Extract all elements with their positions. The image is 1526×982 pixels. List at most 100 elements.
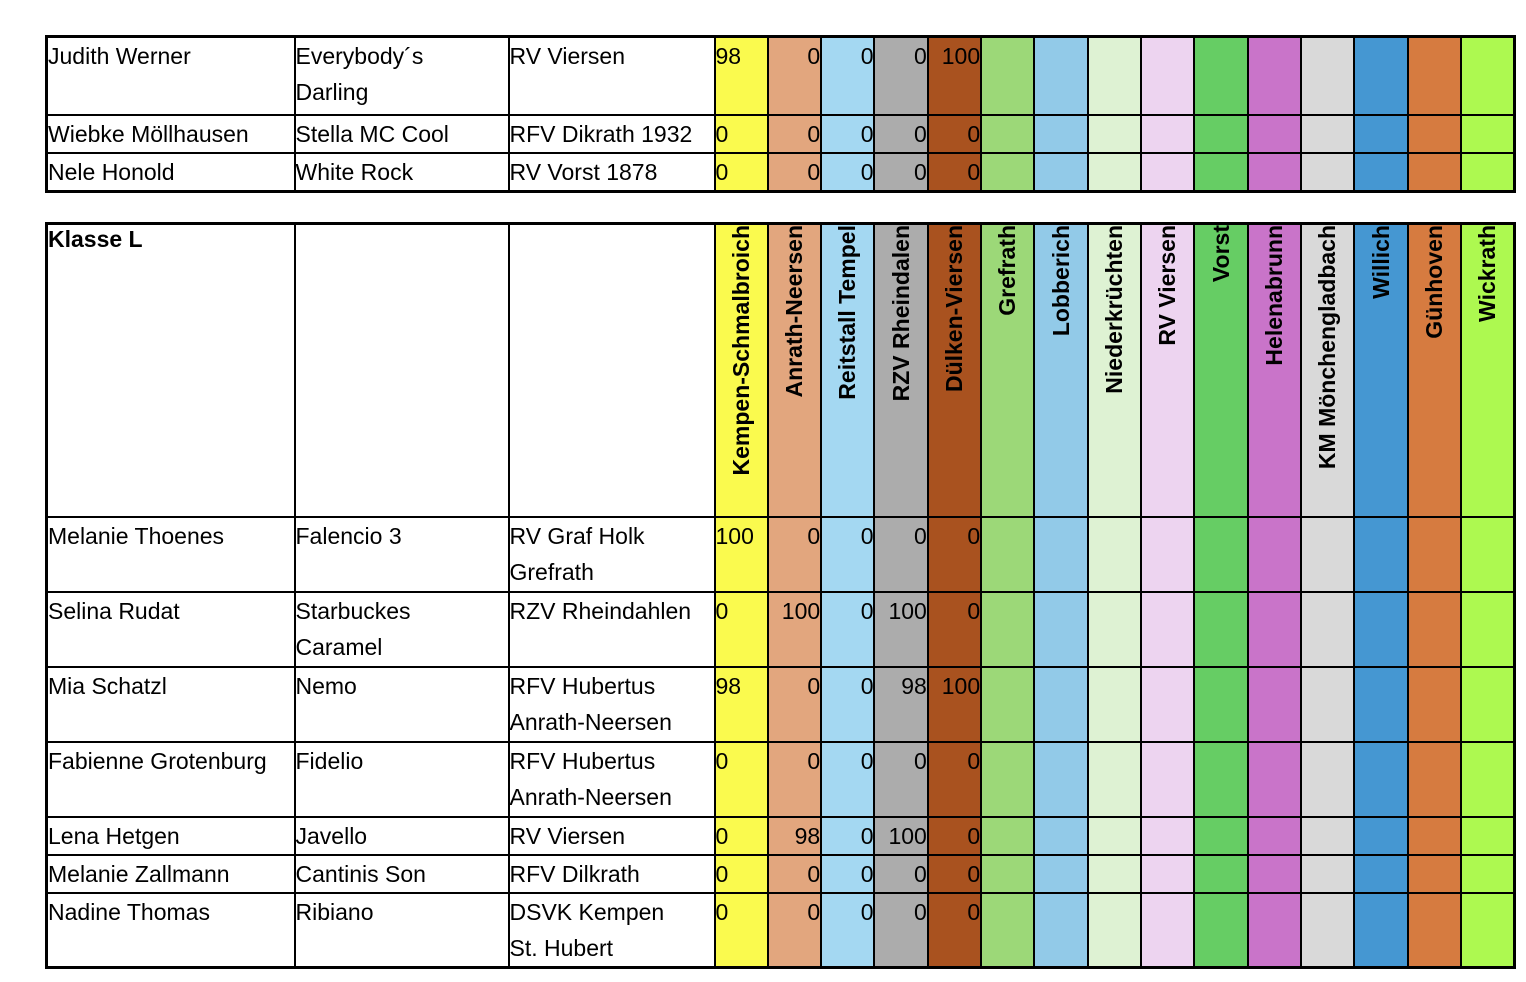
rider-name-cell: Melanie Thoenes — [45, 515, 296, 593]
score-cell — [1460, 665, 1516, 743]
score-cell: 0 — [766, 891, 823, 969]
score-cell — [1353, 515, 1409, 593]
score-cell — [1300, 35, 1356, 116]
horse-name-cell: White Rock — [293, 151, 510, 192]
score-cell — [1193, 853, 1249, 894]
score-cell — [1140, 891, 1196, 969]
table-row: Wiebke Möllhausen Stella MC Cool RFV Dikra… — [45, 113, 1516, 154]
score-cell — [1246, 515, 1303, 593]
score-cell: 100 — [873, 815, 929, 856]
score-cell — [1406, 590, 1463, 668]
horse-name-cell: Starbuckes Caramel — [293, 590, 510, 668]
club-column-label: Grefrath — [994, 225, 1021, 316]
score-cell — [1033, 740, 1089, 818]
horse-name-cell: Ribiano — [293, 891, 510, 969]
score-cell — [1193, 151, 1249, 192]
club-name-cell: RFV Hubertus Anrath-Neersen — [507, 740, 716, 818]
score-cell: 0 — [926, 891, 983, 969]
score-cell — [1460, 590, 1516, 668]
score-cell — [980, 590, 1036, 668]
club-column-header: Dülken-Viersen — [926, 222, 983, 518]
table-row: Nadine Thomas Ribiano DSVK Kempen St. Hube… — [45, 891, 1516, 969]
club-column-header: Günhoven — [1406, 222, 1463, 518]
score-cell: 98 — [713, 665, 769, 743]
table-row: Melanie Zallmann Cantinis Son RFV Dilkrath… — [45, 853, 1516, 894]
rider-name-cell: Wiebke Möllhausen — [45, 113, 296, 154]
score-cell — [1406, 113, 1463, 154]
score-cell: 0 — [766, 740, 823, 818]
rider-name-cell: Mia Schatzl — [45, 665, 296, 743]
rider-name-cell: Nele Honold — [45, 151, 296, 192]
score-cell: 0 — [926, 740, 983, 818]
score-cell — [1140, 515, 1196, 593]
score-cell: 0 — [713, 740, 769, 818]
score-cell — [1193, 740, 1249, 818]
club-column-label: Willich — [1367, 225, 1394, 299]
score-cell — [1460, 815, 1516, 856]
rider-name-cell: Fabienne Grotenburg — [45, 740, 296, 818]
rider-name-cell: Lena Hetgen — [45, 815, 296, 856]
score-cell — [1406, 515, 1463, 593]
score-cell: 0 — [820, 35, 876, 116]
upper-results-table-container: Judith Werner Everybody´s Darling RV Viers… — [45, 35, 1516, 193]
score-cell — [1193, 113, 1249, 154]
score-cell — [1086, 35, 1143, 116]
score-cell — [1353, 35, 1409, 116]
club-name-cell: RFV Hubertus Anrath-Neersen — [507, 665, 716, 743]
score-cell — [1406, 853, 1463, 894]
score-cell — [980, 853, 1036, 894]
club-column-label: Wickrath — [1474, 225, 1500, 322]
score-cell — [1300, 151, 1356, 192]
score-cell — [980, 151, 1036, 192]
score-cell — [1353, 151, 1409, 192]
score-cell — [1353, 590, 1409, 668]
results-table-top: Judith Werner Everybody´s Darling RV Viers… — [45, 35, 1516, 193]
club-name-cell: RV Viersen — [507, 815, 716, 856]
score-cell: 0 — [873, 891, 929, 969]
score-cell — [1460, 853, 1516, 894]
table-row: Mia Schatzl Nemo RFV Hubertus Anrath-Neers… — [45, 665, 1516, 743]
club-column-header: Grefrath — [980, 222, 1036, 518]
club-name-cell: RFV Dikrath 1932 — [507, 113, 716, 154]
score-cell — [1033, 113, 1089, 154]
score-cell: 100 — [926, 665, 983, 743]
score-cell: 0 — [926, 590, 983, 668]
score-cell — [980, 891, 1036, 969]
club-column-label: RZV Rheindalen — [887, 225, 914, 402]
score-cell: 0 — [926, 853, 983, 894]
score-cell — [1460, 515, 1516, 593]
score-cell — [1406, 891, 1463, 969]
score-cell: 100 — [713, 515, 769, 593]
score-cell: 0 — [820, 853, 876, 894]
score-cell: 0 — [820, 891, 876, 969]
score-cell — [1300, 665, 1356, 743]
score-cell: 100 — [766, 590, 823, 668]
score-cell — [1086, 853, 1143, 894]
horse-name-cell: Fidelio — [293, 740, 510, 818]
score-cell: 100 — [873, 590, 929, 668]
score-cell — [1353, 740, 1409, 818]
score-cell — [1406, 151, 1463, 192]
score-cell: 0 — [926, 151, 983, 192]
score-cell: 0 — [926, 815, 983, 856]
club-name-cell: RV Graf Holk Grefrath — [507, 515, 716, 593]
score-cell — [1246, 590, 1303, 668]
score-cell — [1193, 665, 1249, 743]
score-cell — [1193, 815, 1249, 856]
score-cell: 98 — [766, 815, 823, 856]
club-column-header: RZV Rheindalen — [873, 222, 929, 518]
score-cell — [1193, 891, 1249, 969]
score-cell: 0 — [873, 35, 929, 116]
score-cell: 0 — [713, 151, 769, 192]
score-cell: 0 — [820, 665, 876, 743]
score-cell — [980, 815, 1036, 856]
score-cell — [1086, 891, 1143, 969]
club-column-label: Helenabrunn — [1260, 225, 1287, 366]
score-cell — [1033, 815, 1089, 856]
rider-name-cell: Judith Werner — [45, 35, 296, 116]
score-cell — [1460, 113, 1516, 154]
score-cell — [1406, 815, 1463, 856]
horse-name-cell: Cantinis Son — [293, 853, 510, 894]
horse-name-cell: Javello — [293, 815, 510, 856]
club-column-label: KM Mönchengladbach — [1314, 225, 1341, 470]
